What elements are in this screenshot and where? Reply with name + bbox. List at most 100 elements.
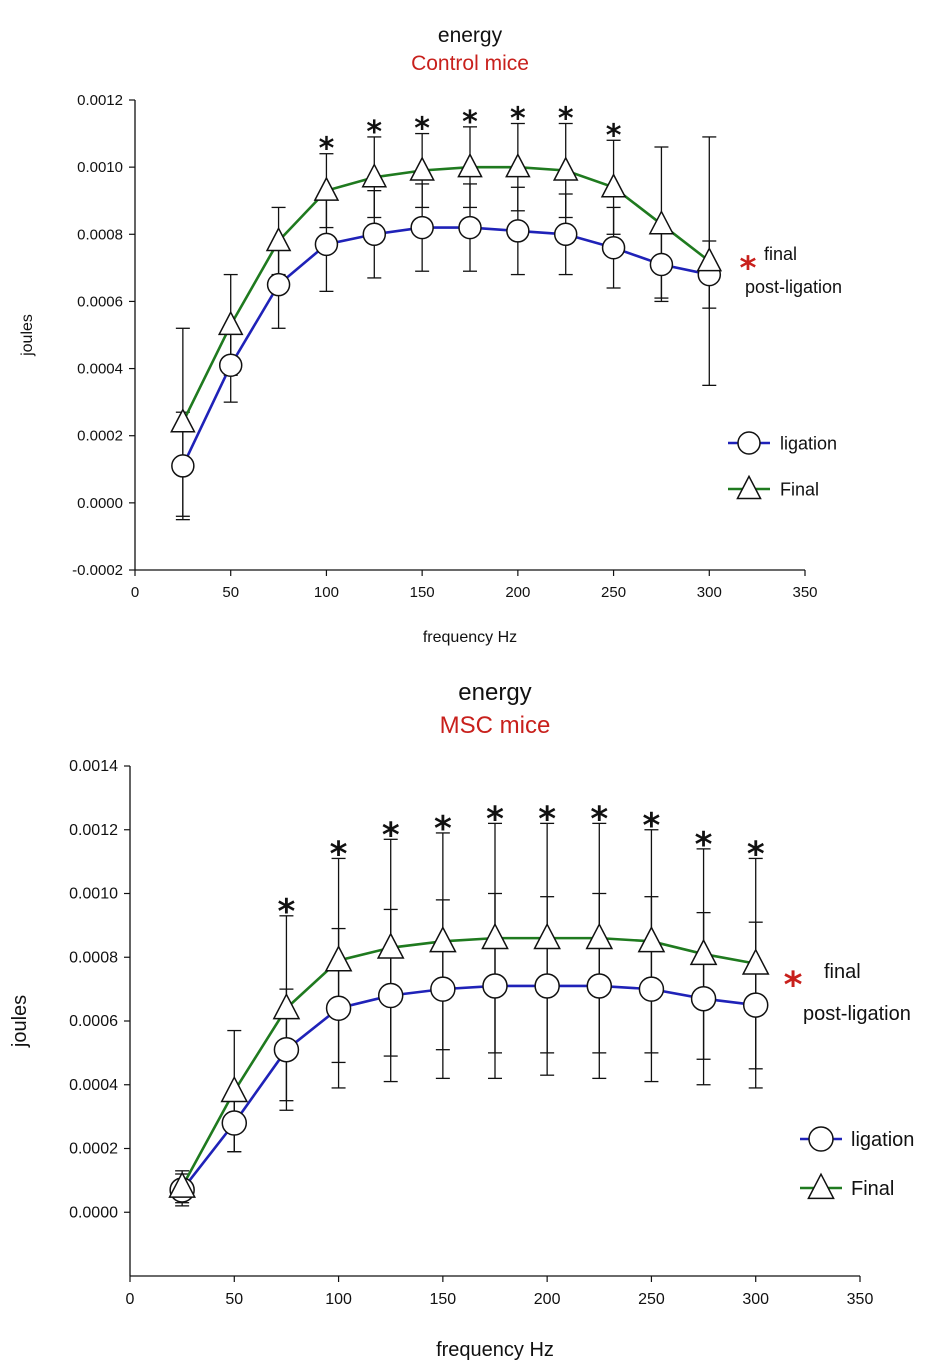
chart2-x-tick-label: 0 bbox=[126, 1291, 135, 1308]
chart2-significance-star: * bbox=[643, 806, 661, 846]
chart2-legend-marker-ligation bbox=[808, 1126, 834, 1152]
chart2-point-final bbox=[533, 922, 561, 950]
chart2-y-tick-label: 0.0014 bbox=[69, 758, 118, 775]
chart2-significance-star: * bbox=[486, 799, 504, 839]
chart1-x-tick-label: 250 bbox=[601, 584, 626, 601]
chart1-title: energy bbox=[438, 24, 503, 47]
chart2-point-ligation bbox=[638, 976, 665, 1002]
chart2-point-final bbox=[168, 1171, 196, 1198]
chart2-series-line-final bbox=[181, 936, 756, 1188]
chart1-y-tick-label: -0.0002 bbox=[72, 562, 123, 579]
chart1-y-tick-label: 0.0012 bbox=[77, 92, 123, 109]
chart2-significance-star: * bbox=[382, 815, 400, 855]
chart1-significance-star: * bbox=[414, 112, 430, 147]
chart2-point-final bbox=[272, 992, 301, 1020]
chart2-x-tick-label: 300 bbox=[742, 1291, 769, 1308]
chart1-annotation-line2: post-ligation bbox=[745, 277, 842, 297]
chart2-significance-star: * bbox=[695, 825, 713, 865]
chart2-point-final bbox=[376, 932, 405, 959]
chart2-significance-star: * bbox=[330, 834, 348, 874]
chart1-y-tick-label: 0.0006 bbox=[77, 293, 123, 310]
chart2-x-tick-label: 50 bbox=[225, 1291, 243, 1308]
chart2-subtitle: MSC mice bbox=[440, 712, 551, 739]
chart2-annotation-star: * bbox=[784, 965, 803, 1006]
chart1-point-ligation bbox=[314, 232, 339, 257]
chart1-point-final bbox=[552, 156, 579, 181]
chart2-point-ligation bbox=[430, 976, 456, 1002]
chart1-point-ligation bbox=[362, 222, 387, 247]
chart2-y-tick-label: 0.0006 bbox=[69, 1013, 118, 1030]
chart1-legend-label-ligation: ligation bbox=[780, 433, 837, 453]
chart2-significance-star: * bbox=[538, 799, 556, 839]
chart1-point-final bbox=[265, 226, 292, 252]
chart1-annotation-line1: final bbox=[764, 244, 797, 264]
chart2-point-final bbox=[585, 922, 614, 950]
chart2-significance-star: * bbox=[590, 799, 608, 839]
chart1-point-ligation bbox=[601, 235, 626, 260]
chart2-series-line-ligation bbox=[181, 984, 756, 1191]
chart2-point-ligation bbox=[482, 973, 508, 999]
chart1-point-final bbox=[457, 152, 483, 178]
chart1-point-final bbox=[313, 176, 340, 201]
chart2-y-tick-label: 0.0002 bbox=[69, 1141, 118, 1158]
chart1-x-axis-label: frequency Hz bbox=[423, 629, 517, 646]
chart1-y-axis-label: joules bbox=[19, 314, 36, 357]
chart2-point-ligation bbox=[377, 982, 404, 1009]
chart2-point-final bbox=[689, 938, 718, 966]
chart1-legend-label-final: Final bbox=[780, 479, 819, 499]
chart2-x-tick-label: 250 bbox=[638, 1291, 665, 1308]
chart1-point-final bbox=[600, 173, 627, 198]
chart1-point-final bbox=[170, 408, 196, 433]
chart2-point-ligation bbox=[586, 973, 613, 999]
chart1-series-line-final bbox=[181, 165, 711, 423]
chart2-point-ligation bbox=[534, 973, 560, 999]
chart1-x-tick-label: 50 bbox=[222, 584, 239, 601]
chart1-point-ligation bbox=[266, 272, 291, 297]
chart1-subtitle: Control mice bbox=[411, 52, 529, 75]
chart2-x-tick-label: 350 bbox=[847, 1291, 874, 1308]
chart1-point-ligation bbox=[218, 353, 243, 377]
chart1-significance-star: * bbox=[510, 102, 526, 137]
chart2-x-axis-label: frequency Hz bbox=[436, 1339, 554, 1361]
chart2-significance-star: * bbox=[434, 809, 452, 849]
chart1-significance-star: * bbox=[462, 105, 478, 140]
chart2-point-final bbox=[429, 925, 457, 953]
chart2-point-final bbox=[637, 925, 666, 953]
chart1-significance-star: * bbox=[366, 115, 382, 150]
chart2-point-ligation bbox=[221, 1110, 248, 1136]
chart2-y-tick-label: 0.0010 bbox=[69, 886, 118, 903]
chart2-y-tick-label: 0.0004 bbox=[69, 1077, 118, 1094]
chart2-annotation-line2: post-ligation bbox=[803, 1003, 911, 1025]
chart1-y-tick-label: 0.0002 bbox=[77, 428, 123, 445]
chart2-legend-label-final: Final bbox=[851, 1178, 894, 1200]
chart1-point-ligation bbox=[458, 215, 482, 240]
chart1-y-tick-label: 0.0008 bbox=[77, 226, 123, 243]
chart2-point-final bbox=[220, 1075, 249, 1103]
chart2-y-tick-label: 0.0008 bbox=[69, 949, 118, 966]
chart2-point-final bbox=[324, 945, 353, 972]
chart1-point-ligation bbox=[553, 222, 578, 247]
chart1-x-tick-label: 100 bbox=[314, 584, 339, 601]
chart2-x-tick-label: 150 bbox=[430, 1291, 457, 1308]
chart1-point-final bbox=[409, 156, 435, 181]
chart2-significance-star: * bbox=[747, 834, 765, 874]
chart2-y-tick-label: 0.0012 bbox=[69, 822, 118, 839]
chart1-point-ligation bbox=[649, 252, 674, 277]
chart1-point-final bbox=[696, 246, 723, 272]
chart1-point-final bbox=[361, 162, 388, 188]
chart1-x-tick-label: 300 bbox=[697, 584, 722, 601]
chart2-point-ligation bbox=[325, 995, 352, 1021]
chart1-legend-marker-ligation bbox=[737, 431, 761, 455]
chart2-title: energy bbox=[458, 679, 531, 706]
chart1-y-tick-label: 0.0004 bbox=[77, 361, 123, 378]
chart2-point-ligation bbox=[690, 985, 717, 1012]
chart1-y-tick-label: 0.0010 bbox=[77, 159, 123, 176]
chart2-x-tick-label: 100 bbox=[325, 1291, 352, 1308]
chart2-x-tick-label: 200 bbox=[534, 1291, 561, 1308]
chart1-x-tick-label: 200 bbox=[505, 584, 530, 601]
chart2-point-final bbox=[741, 948, 770, 975]
chart1-series-line-ligation bbox=[181, 226, 710, 467]
chart1-y-tick-label: 0.0000 bbox=[77, 495, 123, 512]
chart1-point-final bbox=[217, 310, 244, 336]
